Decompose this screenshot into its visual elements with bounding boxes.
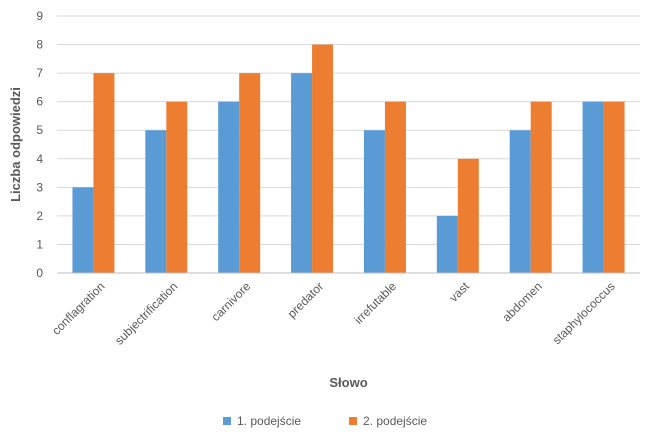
y-axis-label: Liczba odpowiedzi <box>8 87 23 202</box>
bar <box>363 130 385 273</box>
y-tick-label: 1 <box>36 237 43 251</box>
y-tick-label: 8 <box>36 38 43 52</box>
x-axis-label: Słowo <box>329 375 367 390</box>
y-axis-ticks: 0 1 2 3 4 5 6 7 8 9 <box>36 9 43 280</box>
y-tick-label: 5 <box>36 123 43 137</box>
legend-label: 2. podejście <box>363 414 427 428</box>
legend-swatch <box>223 417 231 425</box>
x-tick-label: irrefutable <box>351 279 399 327</box>
legend-label: 1. podejście <box>237 414 301 428</box>
x-tick-label: carnivore <box>209 279 254 324</box>
bar <box>436 215 458 273</box>
bar <box>93 73 115 273</box>
bar <box>72 187 94 273</box>
y-tick-label: 6 <box>36 95 43 109</box>
legend-swatch <box>349 417 357 425</box>
x-tick-label: vast <box>446 279 472 305</box>
bar <box>312 44 334 273</box>
bar <box>384 101 406 274</box>
y-tick-label: 0 <box>36 266 43 280</box>
x-tick-label: abdomen <box>500 279 545 324</box>
x-tick-label: staphylococcus <box>550 279 618 347</box>
bar <box>166 101 188 274</box>
legend: 1. podejście 2. podejście <box>223 414 427 428</box>
x-tick-label: subjectrification <box>112 279 180 347</box>
y-tick-label: 9 <box>36 9 43 23</box>
bars <box>72 44 625 274</box>
y-tick-label: 4 <box>36 152 43 166</box>
y-tick-label: 3 <box>36 180 43 194</box>
gridlines <box>57 15 640 245</box>
bar <box>530 101 552 274</box>
bar <box>509 130 531 273</box>
bar <box>291 73 313 273</box>
y-tick-label: 7 <box>36 66 43 80</box>
bar <box>603 101 625 274</box>
bar <box>218 101 240 274</box>
x-tick-label: conflagration <box>49 279 107 337</box>
x-axis-ticks: conflagration subjectrification carnivore p… <box>49 279 618 348</box>
bar <box>582 101 604 274</box>
bar <box>145 130 167 273</box>
bar <box>239 73 261 273</box>
bar <box>457 158 479 273</box>
x-tick-label: predator <box>285 279 327 321</box>
y-tick-label: 2 <box>36 209 43 223</box>
